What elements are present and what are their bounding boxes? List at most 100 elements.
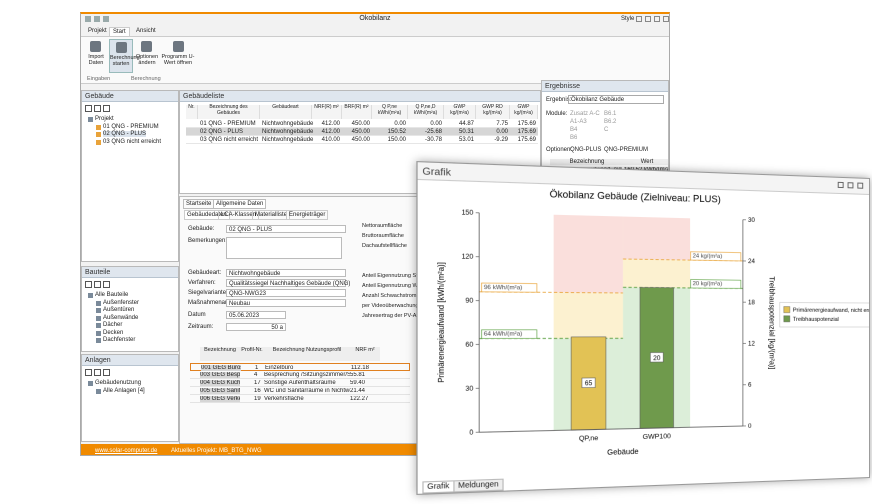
toolbar-icon[interactable] <box>103 369 110 376</box>
field-input[interactable]: Qualitätssiegel Nachhaltiges Gebäude (QN… <box>226 279 346 287</box>
tree-item[interactable]: 02 QNG - PLUS <box>103 131 146 137</box>
table-cell: 003 GEG Besprechung <box>200 372 240 378</box>
value-label: 20 <box>653 355 661 362</box>
menu-tab[interactable]: Projekt <box>85 27 110 35</box>
panel-header: Gebäudeliste <box>180 91 540 102</box>
field-input[interactable]: 50 a <box>226 323 286 331</box>
y2-tick-label: 24 <box>748 258 755 265</box>
radio-option[interactable]: QNG-PREMIUM <box>604 147 648 153</box>
toolbar-icon[interactable] <box>85 105 92 112</box>
field-input[interactable]: QNG-NWG23 <box>226 289 346 297</box>
table-row[interactable]: 02 QNG - PLUS Nichtwohngebäude 412.00 450.0… <box>186 128 538 136</box>
table-cell: -30.78 <box>410 137 442 143</box>
menu-tab[interactable]: Start <box>109 27 130 36</box>
status-link[interactable]: www.solar-computer.de <box>95 448 157 454</box>
y-axis-label: Primärenergieaufwand [kWh/(m²a)] <box>436 262 446 383</box>
checkbox[interactable]: B6.1 <box>604 111 616 117</box>
dropdown[interactable]: Ökobilanz Gebäude <box>568 95 664 104</box>
field-input[interactable]: 05.06.2023 <box>226 311 286 319</box>
field-label: Bruttoraumfläche <box>362 233 404 239</box>
ribbon-icon <box>90 41 101 52</box>
table-row[interactable]: 005 GEG Sanitär 16WC und Sanitärräume in … <box>190 387 410 395</box>
field-label: Maßnahmenart: <box>188 300 230 306</box>
table-row[interactable]: 01 QNG - PREMIUM Nichtwohngebäude 412.00 45… <box>186 120 538 128</box>
checkbox[interactable]: B6.2 <box>604 119 616 125</box>
window-button[interactable] <box>857 183 863 189</box>
table-cell: 175.69 <box>512 137 536 143</box>
checkbox[interactable]: C <box>604 127 608 133</box>
window-button[interactable] <box>654 16 660 22</box>
sub-tab[interactable]: Materialliste <box>252 210 290 220</box>
ribbon-button[interactable]: Berechnung starten <box>109 39 133 73</box>
doc-tab[interactable]: Allgemeine Daten <box>213 199 266 209</box>
tree-item[interactable]: Außenwände <box>103 315 138 321</box>
column-header: GWP kg/(m²a) <box>444 105 476 119</box>
tree-item[interactable]: Dachfenster <box>103 337 135 343</box>
field-input[interactable]: Nichtwohngebäude <box>226 269 346 277</box>
chart: Ökobilanz Gebäude (Zielniveau: PLUS)96 k… <box>418 180 870 480</box>
y2-tick-label: 18 <box>748 299 755 306</box>
doc-tab[interactable]: Startseite <box>183 199 214 209</box>
window-title: Grafik <box>422 166 451 178</box>
table-cell: Nichtwohngebäude <box>262 137 310 143</box>
table-cell: WC und Sanitärräume in Nichtwohn... <box>264 388 350 394</box>
toolbar-icon[interactable] <box>94 369 101 376</box>
table-cell: 410.00 <box>314 137 340 143</box>
ribbon-button[interactable]: Optionen ändern <box>135 39 159 73</box>
tree-icon <box>88 293 93 298</box>
sub-tab[interactable]: Energieträger <box>286 210 328 220</box>
tree-item[interactable]: 01 QNG - PREMIUM <box>103 124 159 130</box>
tree-item[interactable]: Alle Anlagen [4] <box>103 388 145 394</box>
menu-tab[interactable]: Ansicht <box>133 27 159 35</box>
window-button[interactable] <box>636 16 642 22</box>
checkbox[interactable]: B6 <box>570 135 577 141</box>
tree-item[interactable]: Außentüren <box>103 307 134 313</box>
table-row[interactable]: 001 GEG Büros 1 Einzelbüro 112.18 <box>190 363 410 371</box>
table-cell: -25.68 <box>410 129 442 135</box>
toolbar-icon[interactable] <box>94 105 101 112</box>
toolbar-icon[interactable] <box>103 105 110 112</box>
tree-item[interactable]: 03 QNG nicht erreicht <box>103 139 161 145</box>
checkbox[interactable]: Zusatz A-C <box>570 111 600 117</box>
quick-access-icon[interactable] <box>94 16 100 22</box>
table-row[interactable]: 004 GEG Küche 17 Sonstige Aufenthaltsräume… <box>190 379 410 387</box>
table-row[interactable]: 03 QNG nicht erreicht Nichtwohngebäude 410… <box>186 136 538 144</box>
tree-item[interactable]: Alle Bauteile <box>95 292 128 298</box>
column-header: Bezeichnung <box>550 159 624 165</box>
toolbar-icon[interactable] <box>85 369 92 376</box>
checkbox[interactable]: B4 <box>570 127 577 133</box>
toolbar-icon[interactable] <box>85 281 92 288</box>
table-row[interactable]: 006 GEG Verkehrsflächen 19Verkehrsfläche 1… <box>190 395 410 403</box>
style-menu[interactable]: Style <box>621 16 634 22</box>
window-button[interactable] <box>663 16 669 22</box>
table-cell: 450.00 <box>344 137 370 143</box>
field-input[interactable]: 02 QNG - PLUS <box>226 225 346 233</box>
quick-access-icon[interactable] <box>85 16 91 22</box>
field-input[interactable] <box>226 237 342 259</box>
grafik-window: Grafik Grafik Meldungen Ökobilanz Gebäude (… <box>416 161 870 495</box>
table-row[interactable]: 003 GEG Besprechung 4 Besprechung /Sitzung… <box>190 371 410 379</box>
quick-access-icon[interactable] <box>103 16 109 22</box>
tree-item[interactable]: Decken <box>103 330 123 336</box>
table-cell: 122.27 <box>350 396 380 402</box>
tree-item[interactable]: Dächer <box>103 322 122 328</box>
ribbon-button[interactable]: Programm U-Wert öffnen <box>161 39 195 73</box>
field-input[interactable]: Neubau <box>226 299 346 307</box>
checkbox[interactable]: A1-A3 <box>570 119 587 125</box>
window-button[interactable] <box>838 182 844 188</box>
tree-item[interactable]: Gebäudenutzung <box>95 380 141 386</box>
y2-tick-label: 0 <box>748 423 752 430</box>
toolbar-icon[interactable] <box>103 281 110 288</box>
column-header: NRF m² <box>350 347 380 361</box>
ribbon-button[interactable]: Import Daten <box>84 39 108 73</box>
radio-option[interactable]: QNG-PLUS <box>570 147 601 153</box>
window-button[interactable] <box>645 16 651 22</box>
tree-item[interactable]: Projekt <box>95 116 114 122</box>
label: Optionen: <box>546 147 572 153</box>
window-button[interactable] <box>848 182 854 188</box>
bottom-tab[interactable]: Meldungen <box>453 479 503 493</box>
bottom-tab[interactable]: Grafik <box>422 480 454 493</box>
tree-item[interactable]: Außenfenster <box>103 300 139 306</box>
table-cell: 150.00 <box>374 137 406 143</box>
toolbar-icon[interactable] <box>94 281 101 288</box>
